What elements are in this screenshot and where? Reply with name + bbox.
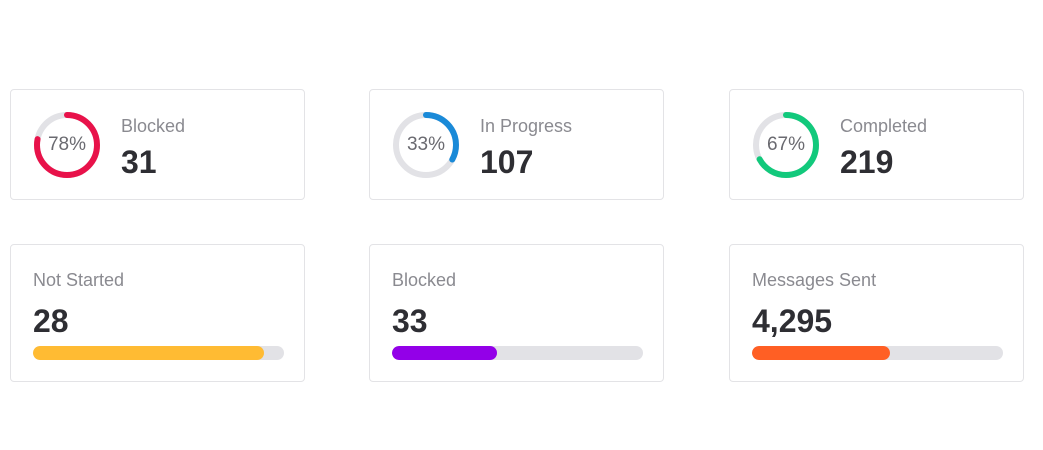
ring-percent-text: 78% (47, 134, 87, 155)
stat-value: 28 (33, 303, 69, 339)
progress-ring: 78% (32, 110, 102, 180)
stat-label: In Progress (480, 116, 573, 136)
stat-label: Not Started (33, 270, 125, 290)
stat-card-in-progress-ring: 33% In Progress 107 (369, 89, 664, 200)
progress-ring-svg (753, 112, 819, 178)
stat-value: 4,295 (752, 303, 833, 339)
ring-percent-text: 33% (406, 134, 446, 155)
progress-ring-svg (393, 112, 459, 178)
stat-label: Blocked (392, 270, 457, 290)
ring-arc (393, 112, 459, 178)
ring-arc (753, 112, 819, 178)
stat-value: 219 (840, 144, 894, 180)
progress-bar-fill (33, 346, 264, 360)
stat-value: 107 (480, 144, 534, 180)
progress-bar-track (392, 346, 643, 360)
stat-value: 31 (121, 144, 157, 180)
progress-ring: 67% (751, 110, 821, 180)
stat-label: Messages Sent (752, 270, 877, 290)
stat-card-completed-ring: 67% Completed 219 (729, 89, 1024, 200)
progress-ring: 33% (391, 110, 461, 180)
progress-bar-fill (752, 346, 891, 360)
stat-label: Blocked (121, 116, 186, 136)
stat-card-messages-sent-bar: Messages Sent 4,295 (729, 244, 1024, 382)
stat-card-blocked-bar: Blocked 33 (369, 244, 664, 382)
progress-ring-svg (34, 112, 100, 178)
progress-bar-track (33, 346, 284, 360)
progress-bar-fill (392, 346, 498, 360)
stat-card-not-started-bar: Not Started 28 (10, 244, 305, 382)
stat-card-blocked-ring: 78% Blocked 31 (10, 89, 305, 200)
progress-bar-track (752, 346, 1003, 360)
ring-arc (34, 112, 100, 178)
ring-percent-text: 67% (766, 134, 806, 155)
stat-label: Completed (840, 116, 928, 136)
stat-value: 33 (392, 303, 428, 339)
